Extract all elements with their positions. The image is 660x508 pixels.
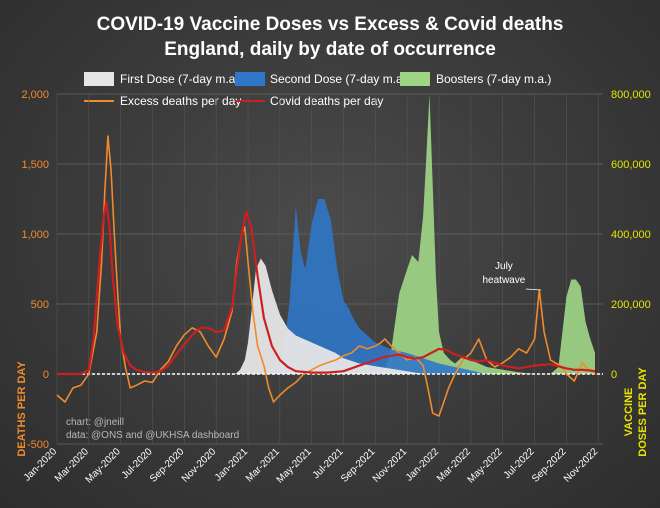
legend-label-first-dose: First Dose (7-day m.a.) xyxy=(120,72,243,86)
legend: First Dose (7-day m.a.) Second Dose (7-d… xyxy=(84,72,551,108)
legend-label-boosters: Boosters (7-day m.a.) xyxy=(436,72,551,86)
legend-swatch-first-dose xyxy=(84,72,114,86)
vaccine-dose-areas xyxy=(235,94,595,374)
y-right-tick-label: 600,000 xyxy=(611,159,651,171)
chart-title-line-1: COVID-19 Vaccine Doses vs Excess & Covid… xyxy=(97,14,564,35)
annotation-pointer xyxy=(525,288,541,291)
legend-swatch-second-dose xyxy=(235,72,265,86)
legend-label-excess-deaths: Excess deaths per day xyxy=(120,94,241,108)
death-lines xyxy=(56,135,596,417)
y-right-tick-label: 0 xyxy=(611,369,617,381)
legend-label-covid-deaths: Covid deaths per day xyxy=(270,94,383,108)
annotations: July heatwave xyxy=(483,261,541,291)
y-right-tick-label: 400,000 xyxy=(611,229,651,241)
x-tick-label: May-2022 xyxy=(466,446,506,486)
y-left-tick-label: -500 xyxy=(27,439,49,451)
legend-label-second-dose: Second Dose (7-day m.a.) xyxy=(270,72,410,86)
annotation-text-line-1: July xyxy=(495,261,513,272)
y-axis-label-left: DEATHS PER DAY xyxy=(16,361,28,457)
area-second-dose xyxy=(260,199,487,374)
x-tick-label: Nov-2022 xyxy=(562,446,601,485)
area-first-dose xyxy=(235,258,424,374)
y-right-tick-label: 800,000 xyxy=(611,89,651,101)
area-boosters xyxy=(383,94,595,374)
y-right-tick-label: 200,000 xyxy=(611,299,651,311)
annotation-text-line-2: heatwave xyxy=(483,275,526,286)
x-tick-label: Nov-2020 xyxy=(180,446,219,485)
y-axis-label-right-line-2: DOSES PER DAY xyxy=(637,367,649,457)
y-axis-label-right-line-1: VACCINE xyxy=(623,388,635,437)
x-tick-label: May-2021 xyxy=(275,446,315,486)
x-tick-label: May-2020 xyxy=(84,446,124,486)
credit-data: data: @ONS and @UKHSA dashboard xyxy=(66,430,239,441)
chart-title-line-2: England, daily by date of occurrence xyxy=(164,39,496,60)
y-left-tick-label: 1,000 xyxy=(21,229,49,241)
y-left-tick-label: 1,500 xyxy=(21,159,49,171)
line-excess-deaths xyxy=(56,135,596,417)
credit-chart: chart: @jneill xyxy=(66,417,124,428)
y-left-tick-label: 2,000 xyxy=(21,89,49,101)
y-left-tick-label: 500 xyxy=(31,299,49,311)
legend-swatch-boosters xyxy=(400,72,430,86)
x-tick-label: Nov-2021 xyxy=(371,446,410,485)
gridlines xyxy=(56,93,603,445)
y-left-tick-label: 0 xyxy=(43,369,49,381)
line-covid-deaths xyxy=(57,200,596,376)
